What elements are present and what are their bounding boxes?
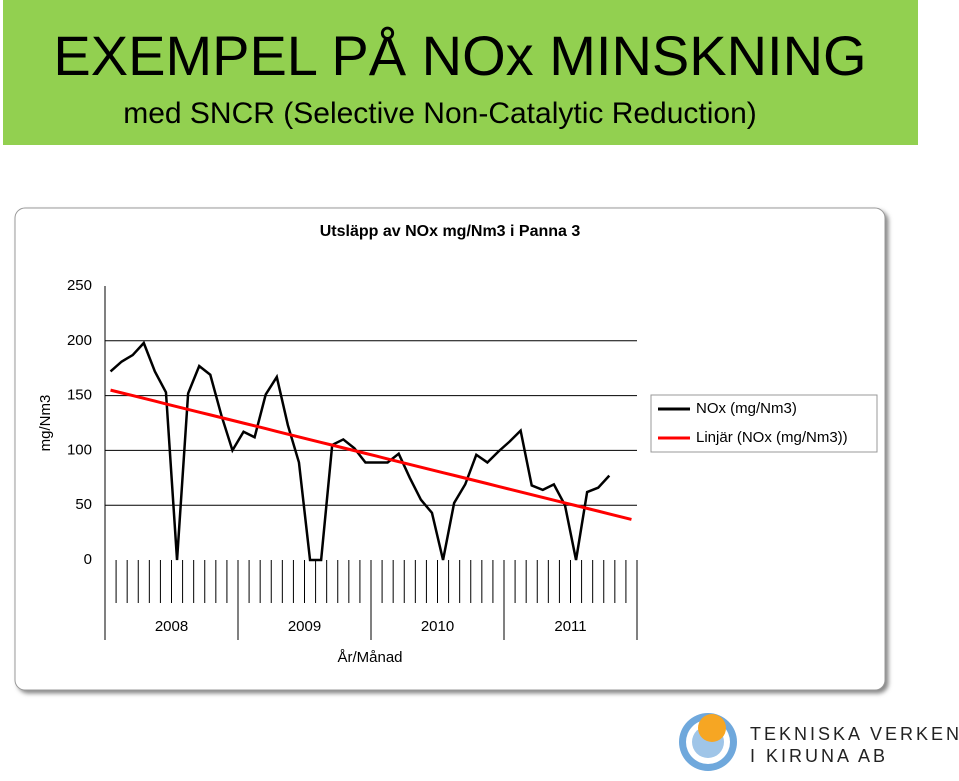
logo-line1: TEKNISKA VERKEN xyxy=(750,724,959,744)
y-tick-label: 50 xyxy=(75,496,92,513)
slide-title: EXEMPEL PÅ NOx MINSKNING xyxy=(53,24,866,87)
y-tick-label: 0 xyxy=(84,551,92,568)
year-label: 2011 xyxy=(554,618,586,635)
logo-line2: I KIRUNA AB xyxy=(750,746,888,766)
legend xyxy=(650,394,878,453)
y-tick-label: 100 xyxy=(67,441,92,458)
header-band xyxy=(3,0,918,145)
chart-title: Utsläpp av NOx mg/Nm3 i Panna 3 xyxy=(320,223,581,240)
legend-label: NOx (mg/Nm3) xyxy=(696,400,797,417)
series-line xyxy=(110,388,632,521)
year-label: 2010 xyxy=(421,618,454,635)
year-label: 2008 xyxy=(155,618,188,635)
chart-frame xyxy=(14,207,886,691)
y-axis-label: mg/Nm3 xyxy=(37,395,54,452)
series-line xyxy=(109,340,611,562)
legend-label: Linjär (NOx (mg/Nm3)) xyxy=(696,429,848,446)
logo: TEKNISKA VERKEN I KIRUNA AB xyxy=(679,713,959,771)
x-axis-label: År/Månad xyxy=(337,649,402,666)
slide-subtitle: med SNCR (Selective Non-Catalytic Reduct… xyxy=(123,97,757,130)
y-tick-label: 150 xyxy=(67,387,92,404)
plot: 0 50 100 150 200 250 2008 2009 2010 2011 NOx (mg/N… xyxy=(67,277,848,640)
y-tick-label: 200 xyxy=(67,332,92,349)
y-tick-label: 250 xyxy=(67,277,92,294)
year-label: 2009 xyxy=(288,618,321,635)
